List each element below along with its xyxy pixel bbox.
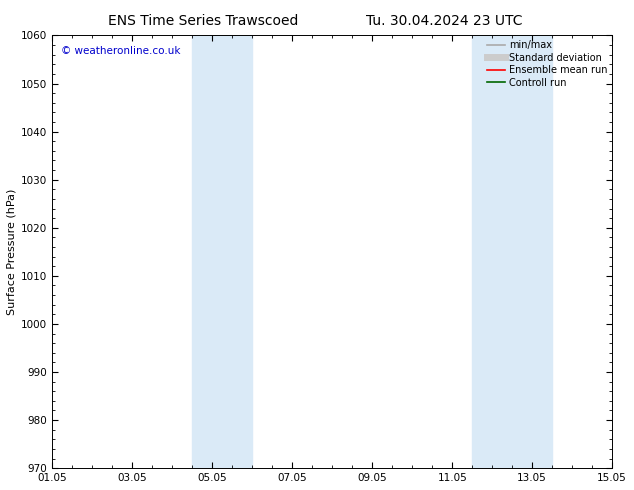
Text: Tu. 30.04.2024 23 UTC: Tu. 30.04.2024 23 UTC	[366, 14, 522, 28]
Legend: min/max, Standard deviation, Ensemble mean run, Controll run: min/max, Standard deviation, Ensemble me…	[486, 38, 609, 90]
Text: © weatheronline.co.uk: © weatheronline.co.uk	[61, 46, 180, 56]
Y-axis label: Surface Pressure (hPa): Surface Pressure (hPa)	[7, 189, 17, 315]
Bar	[192, 35, 252, 468]
Bar	[472, 35, 552, 468]
Text: ENS Time Series Trawscoed: ENS Time Series Trawscoed	[108, 14, 298, 28]
